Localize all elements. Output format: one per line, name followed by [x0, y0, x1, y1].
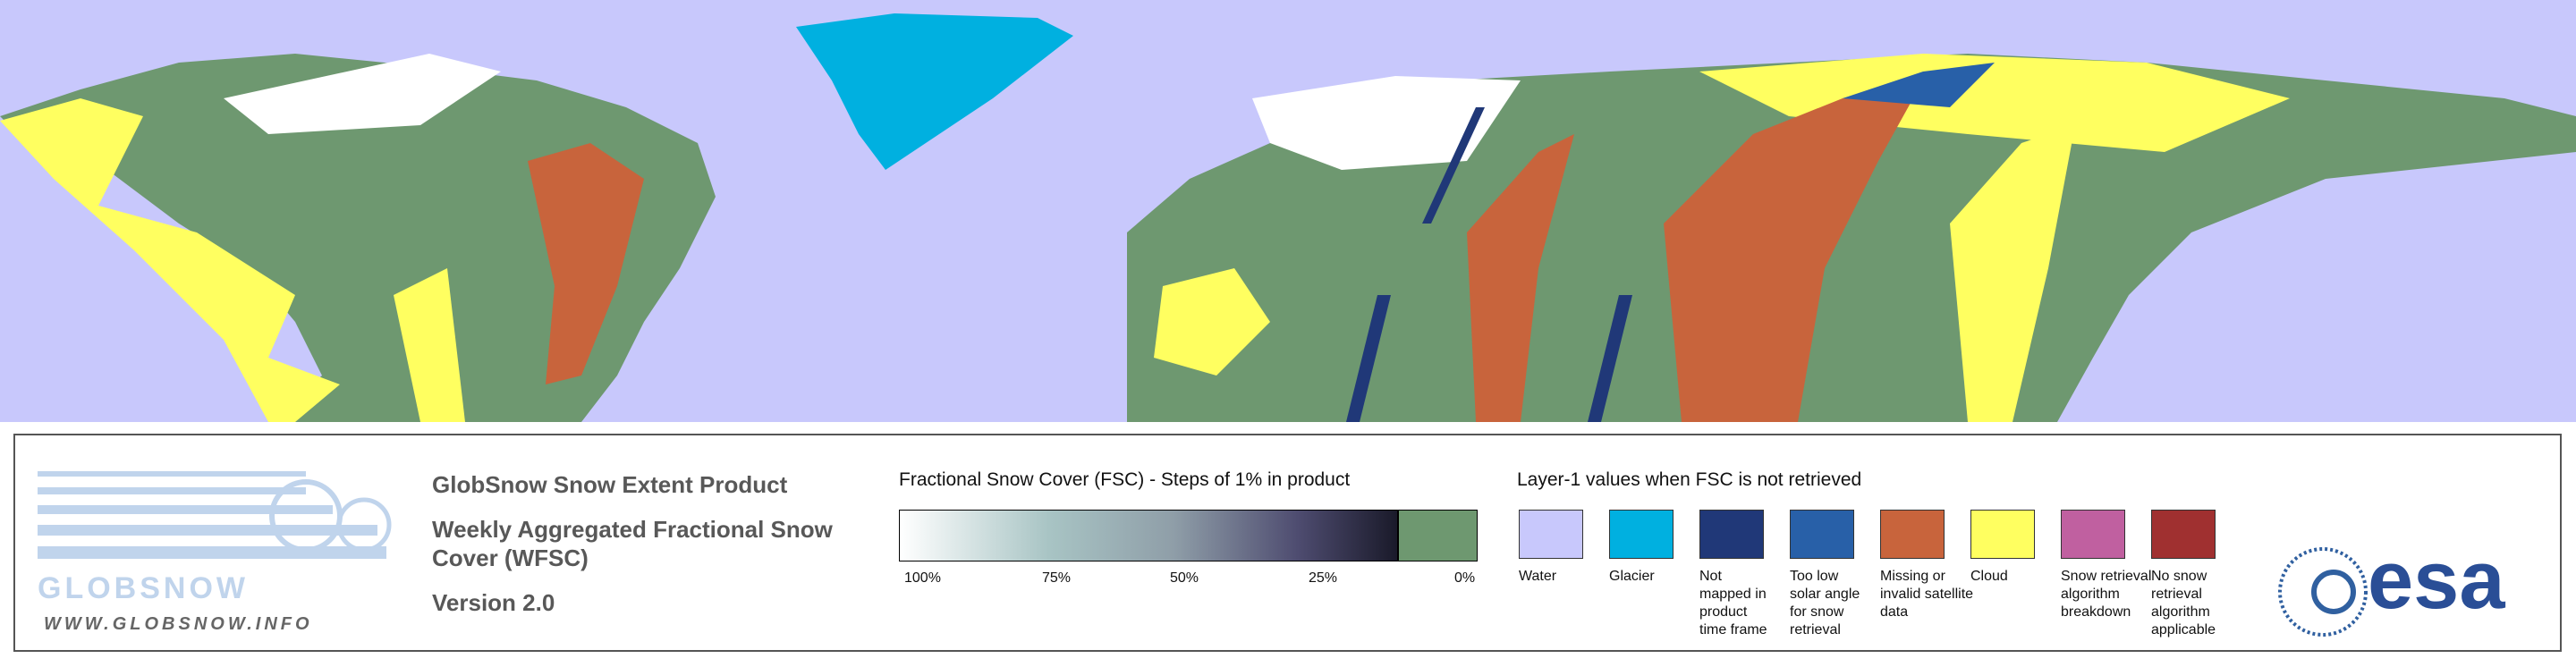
missing — [1664, 80, 1923, 422]
fsc-label: 50% — [1170, 570, 1199, 586]
legend-label: Water — [1519, 569, 1557, 584]
snow — [224, 54, 501, 134]
subtitle: Weekly Aggregated Fractional Snow — [432, 516, 833, 543]
legend-label: Cloud — [1970, 569, 2008, 584]
land — [0, 54, 716, 422]
cloud — [1154, 268, 1270, 376]
layer1-title: Layer-1 values when FSC is not retrieved — [1517, 469, 1862, 490]
cloud — [394, 268, 465, 422]
legend-swatch — [1880, 510, 1945, 559]
glacier — [796, 13, 1073, 170]
legend-label: applicable — [2151, 622, 2216, 637]
legend-swatch — [2061, 510, 2125, 559]
solar — [1843, 63, 1995, 107]
fsc-label: 25% — [1309, 570, 1338, 586]
logo-url: WWW.GLOBSNOW.INFO — [44, 614, 313, 634]
legend-label: retrieval — [2151, 587, 2202, 602]
legend-label: Glacier — [1609, 569, 1655, 584]
legend-swatch — [1609, 510, 1674, 559]
version: Version 2.0 — [432, 589, 555, 616]
not-mapped — [1588, 295, 1632, 422]
product-title: GlobSnow Snow Extent Product — [432, 471, 788, 498]
legend-label: data — [1880, 604, 1909, 620]
logo-name: GLOBSNOW — [38, 571, 249, 605]
legend-label: Missing or — [1880, 569, 1945, 584]
fsc-zero — [1398, 510, 1478, 561]
legend-label: time frame — [1699, 622, 1767, 637]
esa-logo: esa — [2368, 535, 2505, 626]
fsc-label: 75% — [1042, 570, 1072, 586]
legend-label: invalid satellite — [1880, 587, 1974, 602]
esa-emblem — [2278, 547, 2368, 637]
not-mapped — [1346, 295, 1391, 422]
subtitle: Cover (WFSC) — [432, 545, 589, 571]
legend-label: for snow — [1790, 604, 1844, 620]
legend-label: algorithm — [2151, 604, 2210, 620]
legend-label: solar angle — [1790, 587, 1860, 602]
not-mapped — [1422, 107, 1485, 224]
legend-label: algorithm — [2061, 587, 2120, 602]
cloud — [1950, 125, 2075, 422]
legend-label: product — [1699, 604, 1748, 620]
legend-swatch — [1519, 510, 1583, 559]
legend-swatch — [1970, 510, 2035, 559]
legend-label: breakdown — [2061, 604, 2131, 620]
legend-swatch — [1699, 510, 1764, 559]
legend-label: Too low — [1790, 569, 1839, 584]
legend-label: Snow retrieval — [2061, 569, 2152, 584]
legend-label: Not — [1699, 569, 1722, 584]
legend-swatch — [1790, 510, 1854, 559]
cloud — [1699, 54, 2290, 152]
legend-swatch — [2151, 510, 2216, 559]
snow — [1252, 76, 1521, 170]
missing — [1467, 134, 1574, 422]
legend-panel: GLOBSNOW WWW.GLOBSNOW.INFO GlobSnow Snow… — [13, 434, 2562, 652]
fsc-colorbar — [899, 510, 1398, 561]
fsc-title: Fractional Snow Cover (FSC) - Steps of 1… — [899, 469, 1351, 490]
legend-label: No snow — [2151, 569, 2207, 584]
legend-label: retrieval — [1790, 622, 1841, 637]
cloud — [0, 98, 340, 422]
snow-map — [0, 0, 2576, 422]
legend-label: mapped in — [1699, 587, 1767, 602]
fsc-label: 100% — [904, 570, 941, 586]
logo-graphic — [38, 471, 392, 559]
fsc-label: 0% — [1454, 570, 1476, 586]
missing — [528, 143, 644, 384]
